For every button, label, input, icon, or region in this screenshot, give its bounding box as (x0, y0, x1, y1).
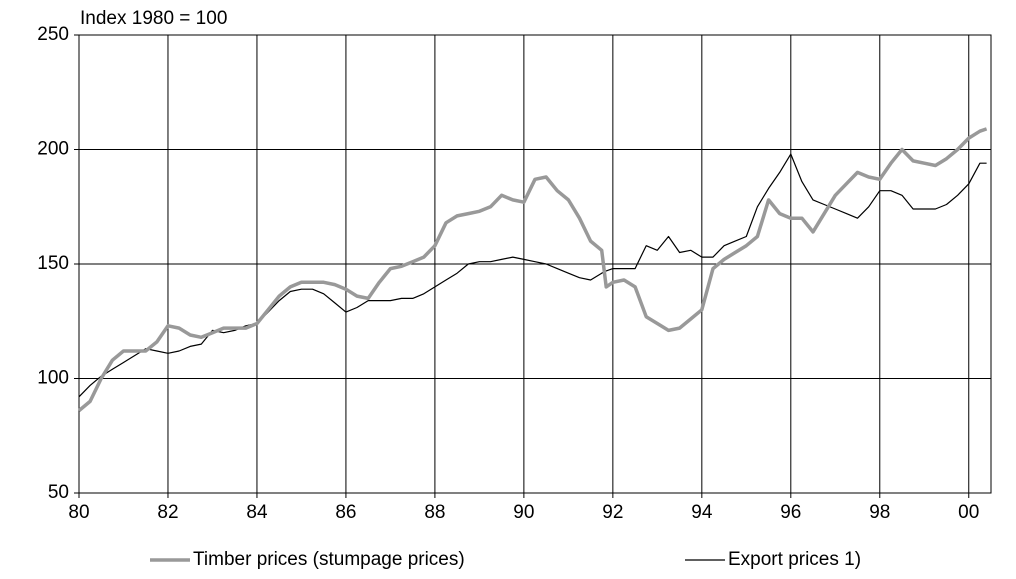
y-tick-label: 150 (37, 253, 69, 274)
legend-label: Timber prices (stumpage prices) (193, 549, 465, 570)
x-tick-label: 98 (869, 502, 890, 523)
series-line (78, 153, 987, 398)
series-line (77, 127, 988, 412)
y-axis-label: Index 1980 = 100 (80, 8, 227, 29)
x-tick-label: 84 (246, 502, 268, 523)
x-tick-label: 96 (780, 502, 801, 523)
x-tick-label: 88 (424, 502, 445, 523)
y-tick-label: 250 (37, 24, 69, 45)
y-tick-label: 50 (48, 482, 69, 503)
x-tick-label: 92 (602, 502, 623, 523)
x-tick-label: 86 (335, 502, 356, 523)
x-tick-label: 82 (157, 502, 178, 523)
y-tick-label: 200 (37, 139, 69, 160)
x-tick-label: 94 (691, 502, 713, 523)
x-tick-label: 90 (513, 502, 534, 523)
x-tick-label: 80 (68, 502, 89, 523)
x-tick-label: 00 (958, 502, 979, 523)
y-tick-label: 100 (37, 368, 69, 389)
plot-frame (78, 34, 992, 494)
legend-label: Export prices 1) (728, 549, 861, 570)
